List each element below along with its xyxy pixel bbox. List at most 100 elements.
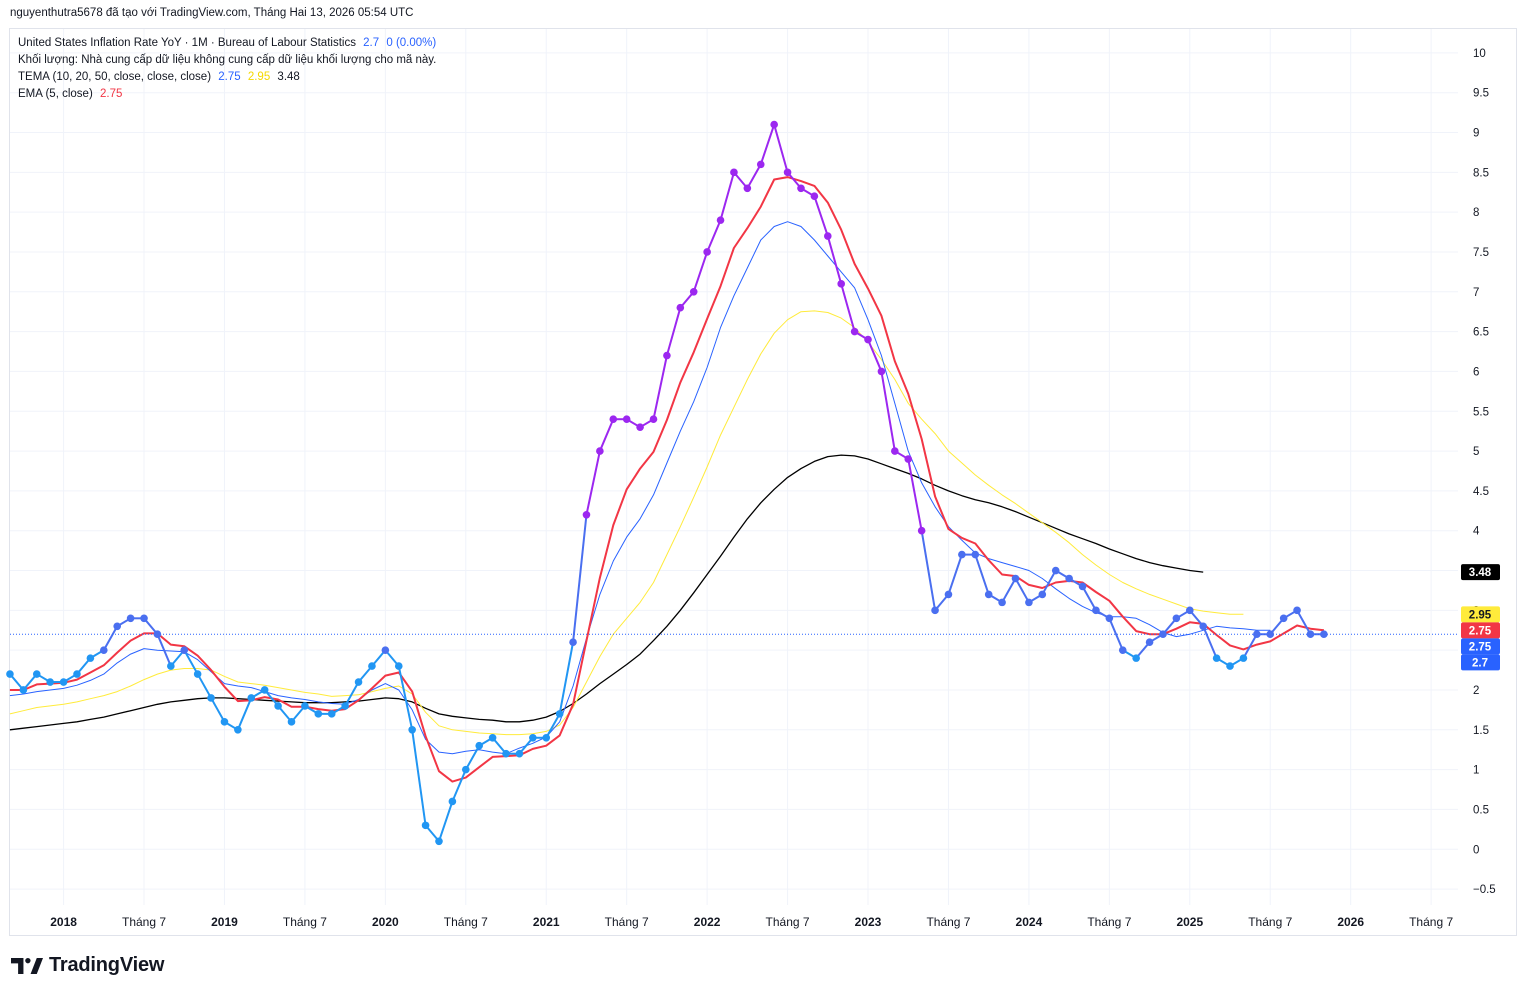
price-segment: [826, 235, 843, 285]
x-tick-label: Tháng 7: [766, 915, 810, 929]
price-segment: [464, 745, 481, 771]
price-point: [542, 733, 551, 742]
grid-lines: [10, 29, 1458, 905]
y-tick-label: 8: [1473, 207, 1479, 219]
y-tick-label: 9.5: [1473, 88, 1489, 100]
price-point: [850, 327, 859, 336]
x-tick-label: 2023: [855, 915, 882, 929]
tradingview-logo-text: TradingView: [49, 954, 165, 976]
tradingview-logo[interactable]: TradingView: [11, 954, 164, 977]
legend-ema-value: 2.75: [99, 88, 123, 100]
price-point: [59, 678, 68, 686]
last-value-badge: [1461, 638, 1500, 655]
price-point: [877, 367, 886, 376]
price-point: [1092, 606, 1100, 615]
legend-tema[interactable]: TEMA (10, 20, 50, close, close, close) 2…: [18, 69, 436, 86]
price-point: [1266, 630, 1275, 639]
price-point: [837, 280, 846, 288]
x-tick-label: 2018: [50, 915, 77, 929]
last-value-badge: [1461, 606, 1500, 623]
price-point: [891, 447, 899, 455]
price-point: [1132, 654, 1140, 662]
price-point: [1172, 614, 1181, 623]
price-point: [515, 749, 524, 758]
legend-main-change: 0 (0.00%): [386, 37, 437, 49]
y-tick-label: 0: [1473, 844, 1479, 856]
price-point: [1212, 654, 1221, 662]
x-tick-label: 2019: [211, 915, 238, 929]
x-tick-label: Tháng 7: [1248, 915, 1292, 929]
price-point: [1025, 598, 1033, 607]
price-segment: [746, 163, 762, 189]
legend-ema[interactable]: EMA (5, close) 2.75: [18, 86, 436, 103]
price-point: [461, 765, 470, 774]
price-point: [488, 733, 497, 742]
price-point: [73, 670, 81, 678]
price-point: [99, 646, 108, 654]
price-point: [984, 590, 993, 599]
y-tick-label: 7: [1473, 287, 1479, 299]
price-point: [301, 702, 309, 710]
y-tick-label: 0.5: [1473, 804, 1489, 816]
price-segment: [1001, 578, 1017, 603]
price-point: [1011, 574, 1020, 583]
price-point: [582, 510, 591, 519]
price-segment: [907, 458, 923, 531]
price-point: [917, 526, 926, 535]
price-point: [689, 288, 698, 296]
tema-mid-line: [9, 310, 1244, 736]
ema-line: [9, 176, 1325, 783]
price-segment: [1041, 570, 1057, 595]
legend-tema-label: TEMA (10, 20, 50, close, close, close): [18, 71, 212, 83]
price-point: [394, 662, 403, 670]
price-segment: [558, 642, 575, 715]
chart-frame: [9, 28, 1517, 936]
y-tick-label: 7.5: [1473, 247, 1489, 259]
price-point: [408, 726, 416, 734]
y-tick-label: 5.5: [1473, 406, 1489, 418]
y-tick-label: 4.5: [1473, 486, 1489, 498]
price-point: [783, 168, 792, 177]
last-value-badge: [1461, 622, 1500, 639]
price-point: [622, 415, 631, 424]
price-point: [730, 168, 738, 177]
price-segment: [438, 801, 454, 842]
price-point: [931, 606, 939, 615]
price-point: [46, 678, 54, 686]
y-axis: −0.500.511.522.533.544.555.566.577.588.5…: [1473, 48, 1496, 896]
price-point: [475, 741, 484, 750]
price-point: [703, 248, 711, 256]
x-tick-label: Tháng 7: [1409, 915, 1453, 929]
price-segment: [840, 283, 856, 332]
price-point: [1051, 566, 1060, 575]
price-point: [1065, 574, 1073, 583]
price-point: [971, 550, 980, 559]
price-point: [19, 686, 28, 694]
price-point: [153, 630, 162, 639]
price-point: [1105, 614, 1114, 623]
last-value-badges: 3.48 2.95 2.75 2.75 2.7: [1461, 564, 1500, 671]
legend-main-series[interactable]: United States Inflation Rate YoY · 1M · …: [18, 35, 436, 52]
price-point: [716, 216, 725, 224]
price-point: [998, 598, 1006, 607]
price-segment: [210, 697, 226, 723]
x-tick-label: Tháng 7: [283, 915, 327, 929]
price-point: [207, 694, 215, 702]
price-point: [1253, 630, 1261, 639]
price-segment: [1081, 585, 1097, 611]
price-segment: [102, 625, 119, 651]
y-tick-label: 2: [1473, 685, 1479, 697]
price-segment: [1108, 617, 1124, 651]
price-point: [770, 120, 778, 129]
tema-fast-line: [9, 221, 1271, 755]
last-value-label: 3.48: [1469, 567, 1492, 579]
y-tick-label: 8.5: [1473, 167, 1489, 179]
price-point: [167, 662, 175, 670]
price-segment: [947, 554, 963, 595]
price-point: [1185, 606, 1194, 615]
x-tick-label: 2020: [372, 915, 399, 929]
price-point: [32, 670, 41, 678]
price-points: [6, 120, 1328, 846]
price-point: [1293, 606, 1301, 615]
